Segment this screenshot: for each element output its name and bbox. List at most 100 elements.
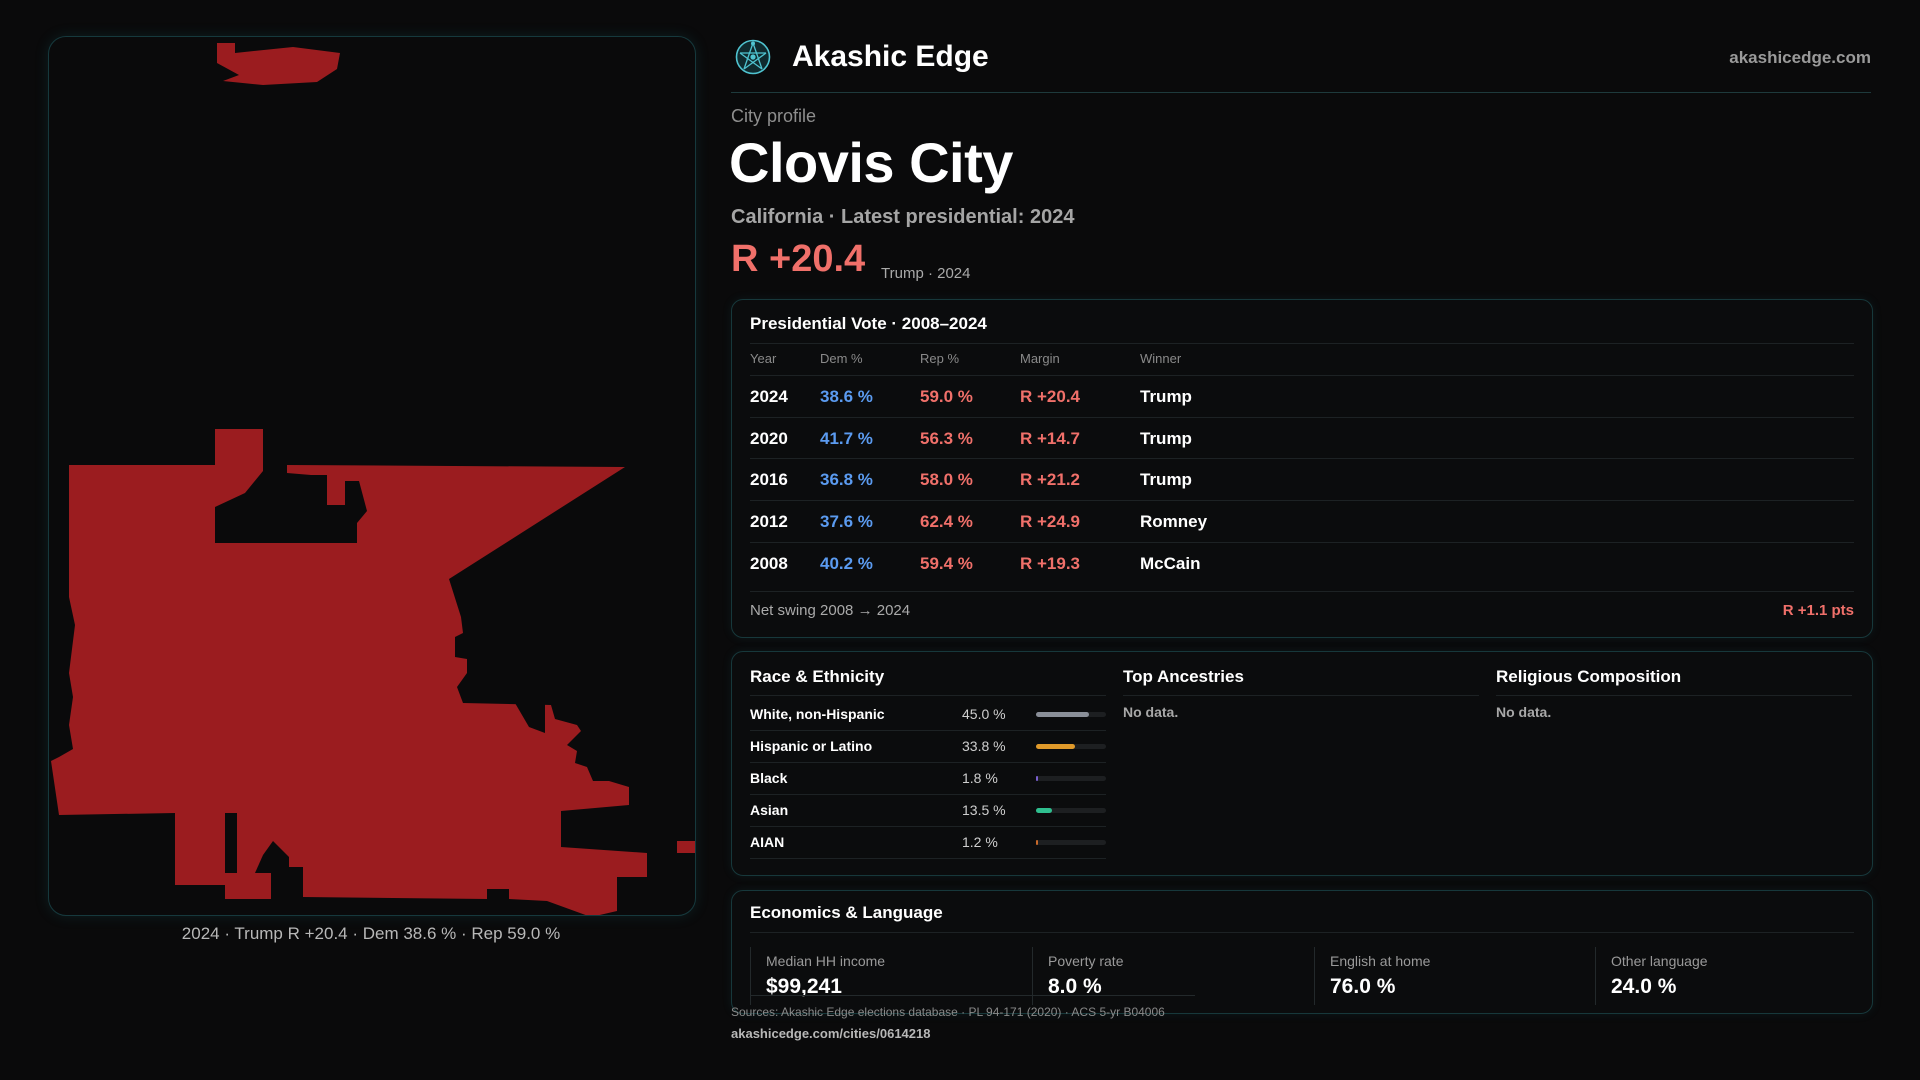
presidential-vote-card: Presidential Vote · 2008–2024 Year Dem %… bbox=[731, 299, 1873, 638]
divider bbox=[750, 932, 1854, 933]
cell-rep: 59.4 % bbox=[920, 554, 973, 573]
race-bar-track bbox=[1036, 744, 1106, 749]
stat-other-language: Other language 24.0 % bbox=[1595, 947, 1858, 1005]
cell-margin: R +19.3 bbox=[1020, 554, 1081, 573]
cell-year: 2008 bbox=[750, 554, 788, 573]
net-swing-value: R +1.1 pts bbox=[1782, 602, 1854, 619]
cell-margin: R +21.2 bbox=[1020, 470, 1081, 489]
stat-label: English at home bbox=[1330, 953, 1431, 969]
cell-winner: McCain bbox=[1140, 554, 1201, 573]
city-boundary-map bbox=[48, 36, 696, 916]
race-bar-fill bbox=[1036, 744, 1076, 749]
table-row: 2020 41.7 % 56.3 % R +14.7 Trump bbox=[750, 417, 1854, 459]
cell-rep: 59.0 % bbox=[920, 387, 973, 406]
cell-margin: R +20.4 bbox=[1020, 387, 1081, 406]
empty-state: No data. bbox=[1496, 704, 1552, 720]
race-bar-fill bbox=[1036, 776, 1039, 781]
section-title: Top Ancestries bbox=[1123, 667, 1244, 686]
race-value: 1.8 % bbox=[962, 770, 998, 786]
race-label: Asian bbox=[750, 802, 789, 818]
cell-dem: 37.6 % bbox=[820, 512, 873, 531]
stat-poverty-rate: Poverty rate 8.0 % bbox=[1032, 947, 1295, 1005]
race-row: Asian 13.5 % bbox=[750, 794, 1106, 827]
cell-dem: 38.6 % bbox=[820, 387, 873, 406]
network-globe-icon[interactable] bbox=[734, 38, 772, 76]
cell-year: 2024 bbox=[750, 387, 788, 406]
race-bar-track bbox=[1036, 776, 1106, 781]
race-value: 13.5 % bbox=[962, 802, 1006, 818]
demographics-card: Race & Ethnicity White, non-Hispanic 45.… bbox=[731, 651, 1873, 876]
cell-margin: R +14.7 bbox=[1020, 429, 1081, 448]
site-header: Akashic Edge akashicedge.com bbox=[731, 34, 1871, 93]
race-value: 45.0 % bbox=[962, 706, 1006, 722]
column-header-margin: Margin bbox=[1020, 351, 1060, 366]
table-row: 2024 38.6 % 59.0 % R +20.4 Trump bbox=[750, 375, 1854, 417]
stat-value: 8.0 % bbox=[1048, 975, 1102, 998]
cell-year: 2020 bbox=[750, 429, 788, 448]
card-title: Presidential Vote · 2008–2024 bbox=[750, 314, 987, 333]
race-bar-fill bbox=[1036, 808, 1052, 813]
column-header-winner: Winner bbox=[1140, 351, 1182, 366]
brand-name[interactable]: Akashic Edge bbox=[792, 40, 989, 73]
column-header-dem: Dem % bbox=[820, 351, 863, 366]
cell-dem: 36.8 % bbox=[820, 470, 873, 489]
divider bbox=[1496, 695, 1852, 696]
race-bar-track bbox=[1036, 712, 1106, 717]
column-header-year: Year bbox=[750, 351, 777, 366]
stat-label: Other language bbox=[1611, 953, 1708, 969]
cell-winner: Trump bbox=[1140, 470, 1192, 489]
cell-rep: 56.3 % bbox=[920, 429, 973, 448]
stat-label: Poverty rate bbox=[1048, 953, 1124, 969]
cell-dem: 41.7 % bbox=[820, 429, 873, 448]
page-title: Clovis City bbox=[729, 131, 1013, 194]
permalink[interactable]: akashicedge.com/cities/0614218 bbox=[731, 1026, 931, 1041]
race-row: AIAN 1.2 % bbox=[750, 826, 1106, 859]
race-value: 33.8 % bbox=[962, 738, 1006, 754]
divider bbox=[750, 591, 1854, 592]
map-caption: 2024 · Trump R +20.4 · Dem 38.6 % · Rep … bbox=[181, 924, 561, 943]
cell-margin: R +24.9 bbox=[1020, 512, 1081, 531]
race-label: White, non-Hispanic bbox=[750, 706, 885, 722]
race-bar-track bbox=[1036, 808, 1106, 813]
section-title: Race & Ethnicity bbox=[750, 667, 885, 686]
divider bbox=[1123, 695, 1479, 696]
divider bbox=[750, 343, 1854, 344]
divider bbox=[750, 995, 1195, 996]
race-label: AIAN bbox=[750, 834, 785, 850]
race-value: 1.2 % bbox=[962, 834, 998, 850]
table-row: 2012 37.6 % 62.4 % R +24.9 Romney bbox=[750, 500, 1854, 542]
race-bar-fill bbox=[1036, 712, 1089, 717]
stat-value: 24.0 % bbox=[1611, 975, 1677, 998]
cell-winner: Trump bbox=[1140, 387, 1192, 406]
race-bar-fill bbox=[1036, 840, 1038, 845]
stat-value: 76.0 % bbox=[1330, 975, 1396, 998]
site-link[interactable]: akashicedge.com bbox=[1729, 48, 1871, 67]
ancestries-section: Top Ancestries No data. bbox=[1123, 652, 1479, 875]
race-bar-track bbox=[1036, 840, 1106, 845]
race-row: White, non-Hispanic 45.0 % bbox=[750, 698, 1106, 731]
column-header-rep: Rep % bbox=[920, 351, 960, 366]
headline-margin: R +20.4 bbox=[731, 238, 866, 280]
stat-english-at-home: English at home 76.0 % bbox=[1314, 947, 1577, 1005]
stat-label: Median HH income bbox=[766, 953, 886, 969]
cell-year: 2012 bbox=[750, 512, 788, 531]
net-swing-label: Net swing 2008 → 2024 bbox=[750, 602, 911, 619]
cell-year: 2016 bbox=[750, 470, 788, 489]
table-row: 2008 40.2 % 59.4 % R +19.3 McCain bbox=[750, 542, 1854, 584]
headline-margin-note: Trump · 2024 bbox=[881, 265, 971, 282]
race-label: Black bbox=[750, 770, 788, 786]
race-ethnicity-section: Race & Ethnicity White, non-Hispanic 45.… bbox=[750, 652, 1106, 875]
race-row: Black 1.8 % bbox=[750, 762, 1106, 795]
cell-rep: 62.4 % bbox=[920, 512, 973, 531]
cell-winner: Romney bbox=[1140, 512, 1208, 531]
empty-state: No data. bbox=[1123, 704, 1179, 720]
race-row: Hispanic or Latino 33.8 % bbox=[750, 730, 1106, 763]
religion-section: Religious Composition No data. bbox=[1496, 652, 1852, 875]
page-subtitle: California · Latest presidential: 2024 bbox=[731, 206, 1075, 228]
cell-dem: 40.2 % bbox=[820, 554, 873, 573]
card-title: Economics & Language bbox=[750, 903, 943, 922]
cell-winner: Trump bbox=[1140, 429, 1192, 448]
page-kicker: City profile bbox=[731, 106, 817, 126]
stat-value: $99,241 bbox=[766, 975, 842, 998]
race-label: Hispanic or Latino bbox=[750, 738, 873, 754]
